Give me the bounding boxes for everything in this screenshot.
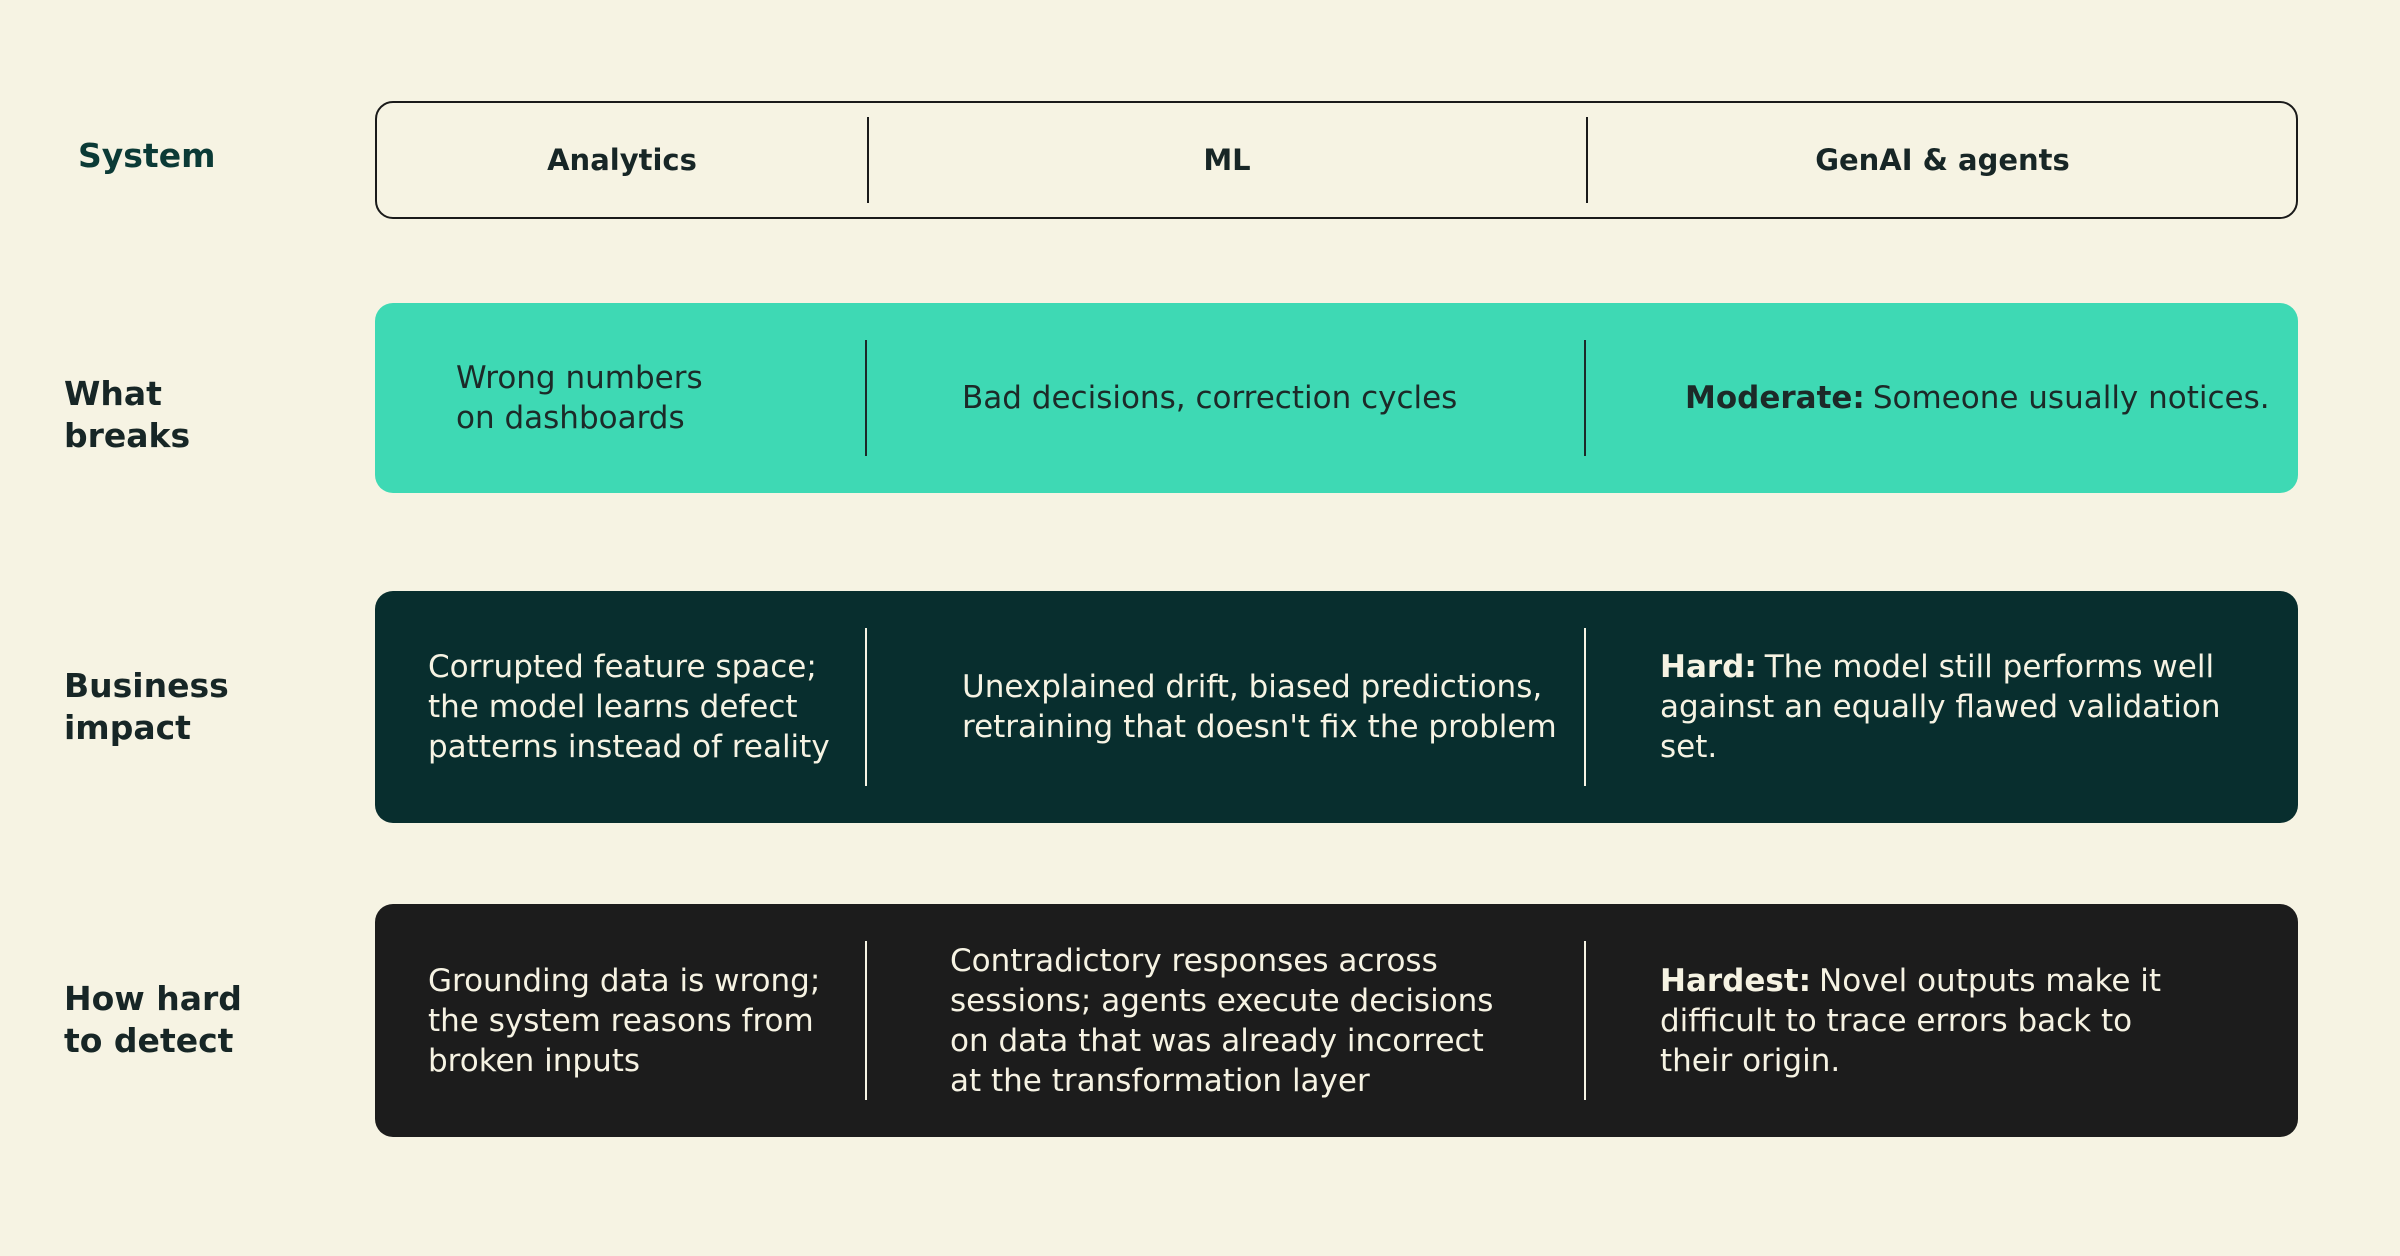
- divider: [865, 340, 867, 456]
- cell-content: Contradictory responses across sessions;…: [950, 941, 1510, 1101]
- cell: Wrong numbers on dashboards: [456, 303, 736, 493]
- cell-lead: Hardest:: [1660, 962, 1812, 999]
- cell-content: Moderate: Someone usually notices.: [1685, 378, 2270, 418]
- divider: [1584, 628, 1586, 786]
- divider: [1584, 941, 1586, 1100]
- divider: [865, 628, 867, 786]
- header-cell: Analytics: [547, 143, 697, 177]
- cell-content: Corrupted feature space; the model learn…: [428, 647, 848, 767]
- row-box: Grounding data is wrong; the system reas…: [375, 904, 2298, 1137]
- cell-text: Bad decisions, correction cycles: [962, 380, 1458, 416]
- header-label: System: [78, 136, 216, 175]
- divider: [867, 117, 869, 203]
- cell-content: Hard: The model still performs well again…: [1660, 647, 2270, 767]
- cell-text: Corrupted feature space; the model learn…: [428, 649, 830, 765]
- cell-content: Wrong numbers on dashboards: [456, 358, 736, 438]
- cell: Hardest: Novel outputs make it difficult …: [1660, 904, 2200, 1137]
- cell: Hard: The model still performs well again…: [1660, 591, 2270, 823]
- cell-lead: Hard:: [1660, 649, 1757, 685]
- cell-text: Unexplained drift, biased predictions, r…: [962, 669, 1557, 745]
- cell-content: Bad decisions, correction cycles: [962, 378, 1457, 418]
- divider: [1584, 340, 1586, 456]
- cell-content: Hardest: Novel outputs make it difficult …: [1660, 961, 2200, 1081]
- header-cell: GenAI & agents: [1815, 143, 2070, 177]
- cell-text: Someone usually notices.: [1872, 380, 2270, 416]
- row-box: Corrupted feature space; the model learn…: [375, 591, 2298, 823]
- row-label: How hard to detect: [64, 979, 242, 1060]
- cell: Corrupted feature space; the model learn…: [428, 591, 848, 823]
- cell-lead: Moderate:: [1685, 380, 1865, 416]
- divider: [865, 941, 867, 1100]
- cell: Grounding data is wrong; the system reas…: [428, 904, 848, 1137]
- cell: Contradictory responses across sessions;…: [950, 904, 1510, 1137]
- cell: Moderate: Someone usually notices.: [1685, 303, 2285, 493]
- cell: Bad decisions, correction cycles: [962, 303, 1602, 493]
- cell-text: Wrong numbers on dashboards: [456, 360, 703, 436]
- divider: [1586, 117, 1588, 203]
- row-label: Business impact: [64, 666, 229, 747]
- cell-text: Novel outputs make it difficult to trace…: [1660, 962, 2162, 1079]
- cell-text: Grounding data is wrong; the system reas…: [428, 962, 821, 1079]
- cell-content: Unexplained drift, biased predictions, r…: [962, 667, 1562, 747]
- row-label: What breaks: [64, 374, 191, 455]
- cell-text: The model still performs well against an…: [1660, 649, 2221, 765]
- header-cell: ML: [1203, 143, 1251, 177]
- cell-text: Contradictory responses across sessions;…: [950, 942, 1494, 1099]
- header-box: Analytics ML GenAI & agents: [375, 101, 2298, 219]
- cell-content: Grounding data is wrong; the system reas…: [428, 961, 848, 1081]
- row-box: Wrong numbers on dashboards Bad decisions…: [375, 303, 2298, 493]
- cell: Unexplained drift, biased predictions, r…: [962, 591, 1562, 823]
